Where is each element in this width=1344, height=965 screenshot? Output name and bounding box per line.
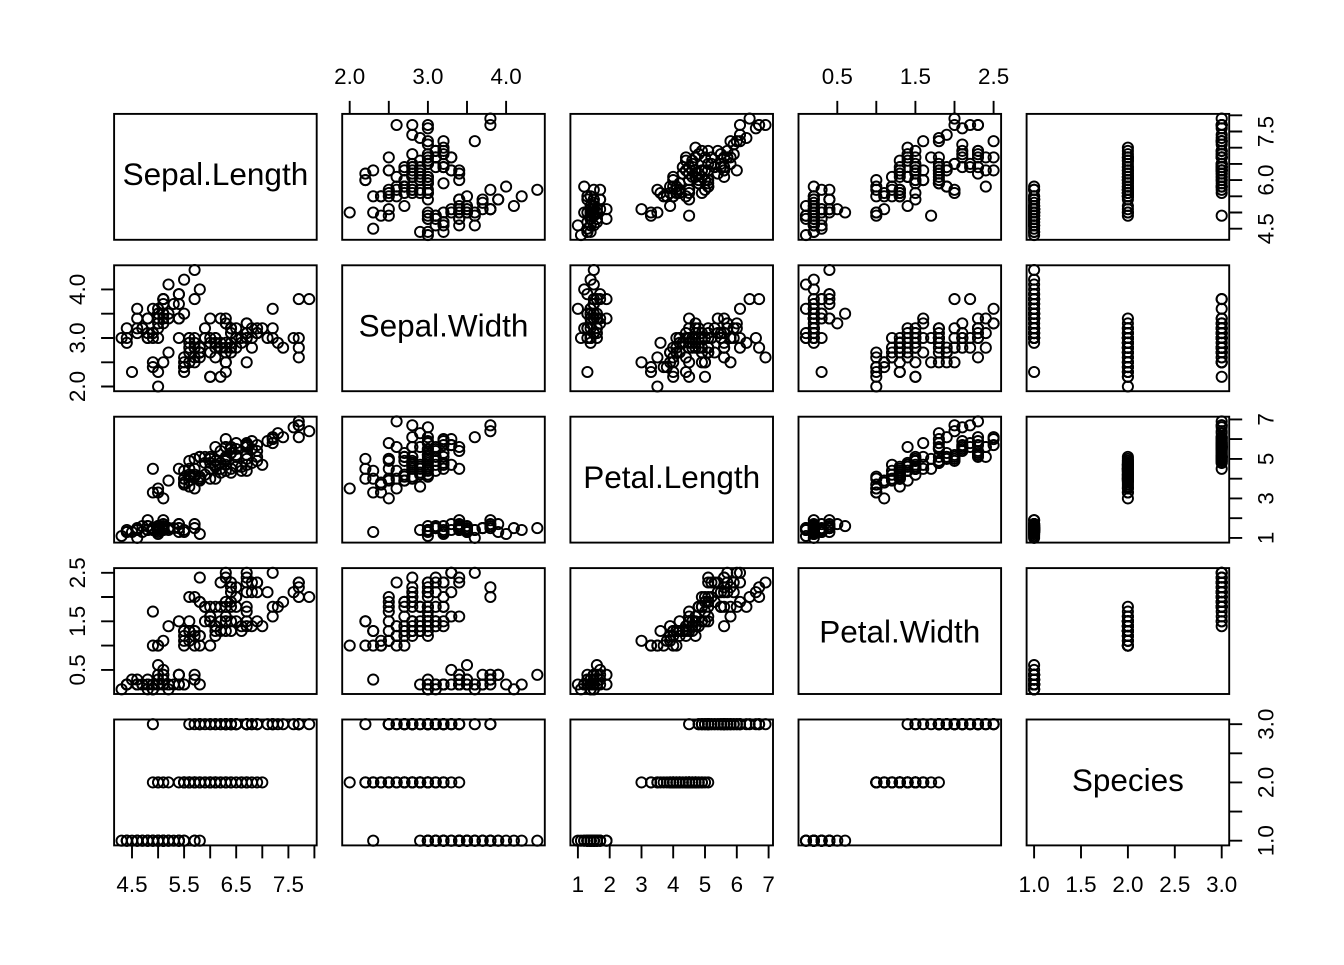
svg-text:3.0: 3.0 bbox=[65, 322, 90, 353]
svg-text:3: 3 bbox=[635, 872, 647, 897]
svg-text:2.0: 2.0 bbox=[65, 371, 90, 402]
svg-text:4.0: 4.0 bbox=[65, 274, 90, 305]
svg-text:Petal.Width: Petal.Width bbox=[819, 614, 980, 650]
svg-text:3: 3 bbox=[1254, 492, 1279, 504]
svg-text:3.0: 3.0 bbox=[412, 64, 443, 89]
svg-text:2: 2 bbox=[603, 872, 615, 897]
svg-text:1.0: 1.0 bbox=[1019, 872, 1050, 897]
svg-text:4.5: 4.5 bbox=[116, 872, 147, 897]
svg-text:2.5: 2.5 bbox=[65, 557, 90, 588]
svg-text:1.5: 1.5 bbox=[1065, 872, 1096, 897]
svg-text:7: 7 bbox=[762, 872, 774, 897]
svg-text:Sepal.Width: Sepal.Width bbox=[359, 308, 529, 344]
svg-text:7: 7 bbox=[1254, 413, 1279, 425]
svg-text:4.0: 4.0 bbox=[491, 64, 522, 89]
svg-text:2.5: 2.5 bbox=[1159, 872, 1190, 897]
svg-text:6.0: 6.0 bbox=[1254, 165, 1279, 196]
svg-text:1: 1 bbox=[1254, 532, 1279, 544]
svg-text:3.0: 3.0 bbox=[1206, 872, 1237, 897]
svg-text:5: 5 bbox=[1254, 453, 1279, 465]
svg-text:0.5: 0.5 bbox=[822, 64, 853, 89]
svg-text:6.5: 6.5 bbox=[221, 872, 252, 897]
svg-text:2.0: 2.0 bbox=[334, 64, 365, 89]
svg-text:Sepal.Length: Sepal.Length bbox=[123, 156, 309, 192]
svg-text:4.5: 4.5 bbox=[1254, 213, 1279, 244]
svg-text:0.5: 0.5 bbox=[65, 654, 90, 685]
svg-text:4: 4 bbox=[667, 872, 679, 897]
svg-text:2.5: 2.5 bbox=[978, 64, 1009, 89]
svg-text:1.5: 1.5 bbox=[65, 606, 90, 637]
svg-text:Species: Species bbox=[1072, 762, 1184, 798]
svg-text:2.0: 2.0 bbox=[1254, 767, 1279, 798]
svg-text:7.5: 7.5 bbox=[273, 872, 304, 897]
svg-text:1: 1 bbox=[572, 872, 584, 897]
svg-text:2.0: 2.0 bbox=[1112, 872, 1143, 897]
svg-text:Petal.Length: Petal.Length bbox=[583, 459, 760, 495]
svg-text:5.5: 5.5 bbox=[169, 872, 200, 897]
svg-text:1.5: 1.5 bbox=[900, 64, 931, 89]
svg-text:6: 6 bbox=[731, 872, 743, 897]
svg-text:3.0: 3.0 bbox=[1254, 709, 1279, 740]
svg-text:5: 5 bbox=[699, 872, 711, 897]
svg-text:1.0: 1.0 bbox=[1254, 825, 1279, 856]
svg-text:7.5: 7.5 bbox=[1254, 116, 1279, 147]
